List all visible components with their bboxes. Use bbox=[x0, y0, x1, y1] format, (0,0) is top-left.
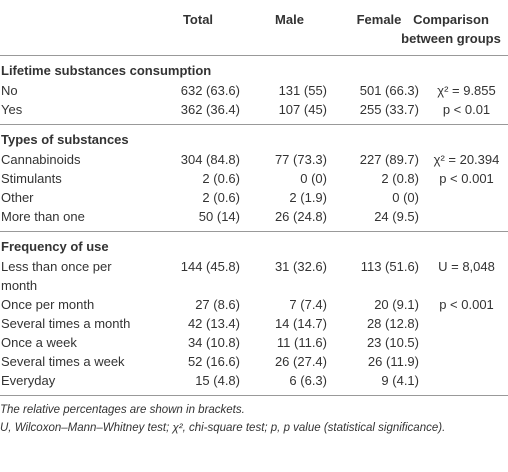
data-row: Once a week 34 (10.8) 11 (11.6) 23 (10.5) bbox=[0, 333, 508, 352]
data-row: Other 2 (0.6) 2 (1.9) 0 (0) bbox=[0, 188, 508, 207]
cell-total: 304 (84.8) bbox=[180, 151, 240, 167]
cell-total: 144 (45.8) bbox=[180, 258, 240, 274]
cell-male: 26 (24.8) bbox=[246, 206, 333, 232]
data-row: Yes 362 (36.4) 107 (45) 255 (33.7) p < 0.01 bbox=[0, 99, 508, 125]
section-row: Frequency of use bbox=[0, 231, 508, 257]
cell-total: 362 (36.4) bbox=[150, 99, 246, 125]
cell-female: 113 (51.6) bbox=[360, 258, 419, 274]
cell-male: 107 (45) bbox=[246, 99, 333, 125]
cell-empty bbox=[425, 352, 508, 371]
footnotes: The relative percentages are shown in br… bbox=[0, 396, 508, 437]
header-row: Total Male Female Comparison between gro… bbox=[0, 0, 508, 56]
cell-total: 2 (0.6) bbox=[202, 189, 240, 205]
footnote: U, Wilcoxon–Mann–Whitney test; χ², chi-s… bbox=[0, 421, 446, 434]
cell-comparison: χ² = 20.394 bbox=[433, 151, 500, 167]
cell-comparison: U = 8,048 bbox=[438, 258, 495, 274]
data-row: Several times a month 42 (13.4) 14 (14.7) 2… bbox=[0, 314, 508, 333]
cell-female: 28 (12.8) bbox=[366, 315, 419, 331]
data-row: Stimulants 2 (0.6) 0 (0) 2 (0.8) p < 0.001 bbox=[0, 169, 508, 188]
section-title: Lifetime substances consumption bbox=[1, 62, 212, 78]
data-row: Once per month 27 (8.6) 7 (7.4) 20 (9.1) p <… bbox=[0, 295, 508, 314]
row-label: Cannabinoids bbox=[1, 151, 81, 167]
cell-male: 11 (11.6) bbox=[276, 334, 327, 350]
column-header: Comparison between groups bbox=[401, 12, 501, 46]
cell-total: 27 (8.6) bbox=[195, 296, 240, 312]
data-row: Less than once per month 144 (45.8) 31 (32… bbox=[0, 257, 508, 295]
row-label: Other bbox=[1, 189, 34, 205]
cell-female: 2 (0.8) bbox=[381, 170, 419, 186]
cell-comparison: χ² = 9.855 bbox=[437, 82, 496, 98]
cell-total: 50 (14) bbox=[150, 206, 246, 232]
data-row: Cannabinoids 304 (84.8) 77 (73.3) 227 (89.7… bbox=[0, 150, 508, 169]
cell-female: 24 (9.5) bbox=[333, 206, 425, 232]
row-label: Less than once per month bbox=[1, 258, 112, 293]
data-row: More than one 50 (14) 26 (24.8) 24 (9.5) bbox=[0, 206, 508, 232]
cell-total: 632 (63.6) bbox=[180, 82, 240, 98]
column-header: Female bbox=[333, 0, 425, 56]
cell-empty bbox=[425, 314, 508, 333]
data-row: Everyday 15 (4.8) 6 (6.3) 9 (4.1) bbox=[0, 370, 508, 396]
cell-female: 20 (9.1) bbox=[374, 296, 419, 312]
spacer bbox=[246, 55, 508, 81]
cell-female: 0 (0) bbox=[392, 189, 419, 205]
cell-total: 15 (4.8) bbox=[150, 370, 246, 396]
cell-female: 501 (66.3) bbox=[359, 82, 419, 98]
cell-comparison: p < 0.001 bbox=[439, 170, 494, 186]
table-body: Lifetime substances consumption No 632 (63… bbox=[0, 55, 508, 396]
cell-empty bbox=[425, 188, 508, 207]
cell-male: 31 (32.6) bbox=[274, 258, 327, 274]
section-title: Types of substances bbox=[1, 131, 129, 147]
cell-female: 26 (11.9) bbox=[367, 353, 419, 369]
cell-male: 0 (0) bbox=[300, 170, 327, 186]
cell-male: 2 (1.9) bbox=[289, 189, 327, 205]
cell-female: 255 (33.7) bbox=[333, 99, 425, 125]
cell-female: 23 (10.5) bbox=[366, 334, 419, 350]
cell-total: 52 (16.6) bbox=[187, 353, 240, 369]
cell-comparison: p < 0.01 bbox=[425, 99, 508, 125]
cell-male: 77 (73.3) bbox=[274, 151, 327, 167]
data-table: Total Male Female Comparison between gro… bbox=[0, 0, 508, 396]
spacer bbox=[246, 231, 508, 257]
section-title: Frequency of use bbox=[1, 238, 109, 254]
cell-female: 227 (89.7) bbox=[359, 151, 419, 167]
cell-male: 6 (6.3) bbox=[246, 370, 333, 396]
column-header: Total bbox=[150, 0, 246, 56]
spacer bbox=[246, 124, 508, 150]
cell-total: 34 (10.8) bbox=[187, 334, 240, 350]
cell-empty bbox=[425, 370, 508, 396]
cell-male: 14 (14.7) bbox=[274, 315, 327, 331]
cell-male: 7 (7.4) bbox=[289, 296, 327, 312]
row-label: Several times a month bbox=[1, 315, 131, 331]
footnote: The relative percentages are shown in br… bbox=[0, 403, 245, 416]
cell-total: 42 (13.4) bbox=[187, 315, 240, 331]
row-label: Stimulants bbox=[1, 170, 62, 186]
section-row: Lifetime substances consumption bbox=[0, 55, 508, 81]
section-row: Types of substances bbox=[0, 124, 508, 150]
row-label: No bbox=[1, 82, 18, 98]
corner bbox=[0, 0, 150, 56]
column-header-cell: Comparison between groups bbox=[401, 0, 508, 56]
data-row: No 632 (63.6) 131 (55) 501 (66.3) χ² = 9.855 bbox=[0, 81, 508, 100]
cell-empty bbox=[425, 333, 508, 352]
data-row: Several times a week 52 (16.6) 26 (27.4) 26… bbox=[0, 352, 508, 371]
cell-empty bbox=[425, 206, 508, 232]
cell-male: 26 (27.4) bbox=[274, 353, 327, 369]
row-label: Everyday bbox=[0, 370, 150, 396]
row-label: More than one bbox=[0, 206, 150, 232]
cell-female: 9 (4.1) bbox=[333, 370, 425, 396]
column-header: Male bbox=[246, 0, 333, 56]
row-label: Several times a week bbox=[1, 353, 125, 369]
row-label: Yes bbox=[0, 99, 150, 125]
cell-total: 2 (0.6) bbox=[202, 170, 240, 186]
row-label: Once per month bbox=[1, 296, 95, 312]
cell-male: 131 (55) bbox=[278, 82, 327, 98]
row-label: Once a week bbox=[1, 334, 77, 350]
cell-comparison: p < 0.001 bbox=[439, 296, 494, 312]
